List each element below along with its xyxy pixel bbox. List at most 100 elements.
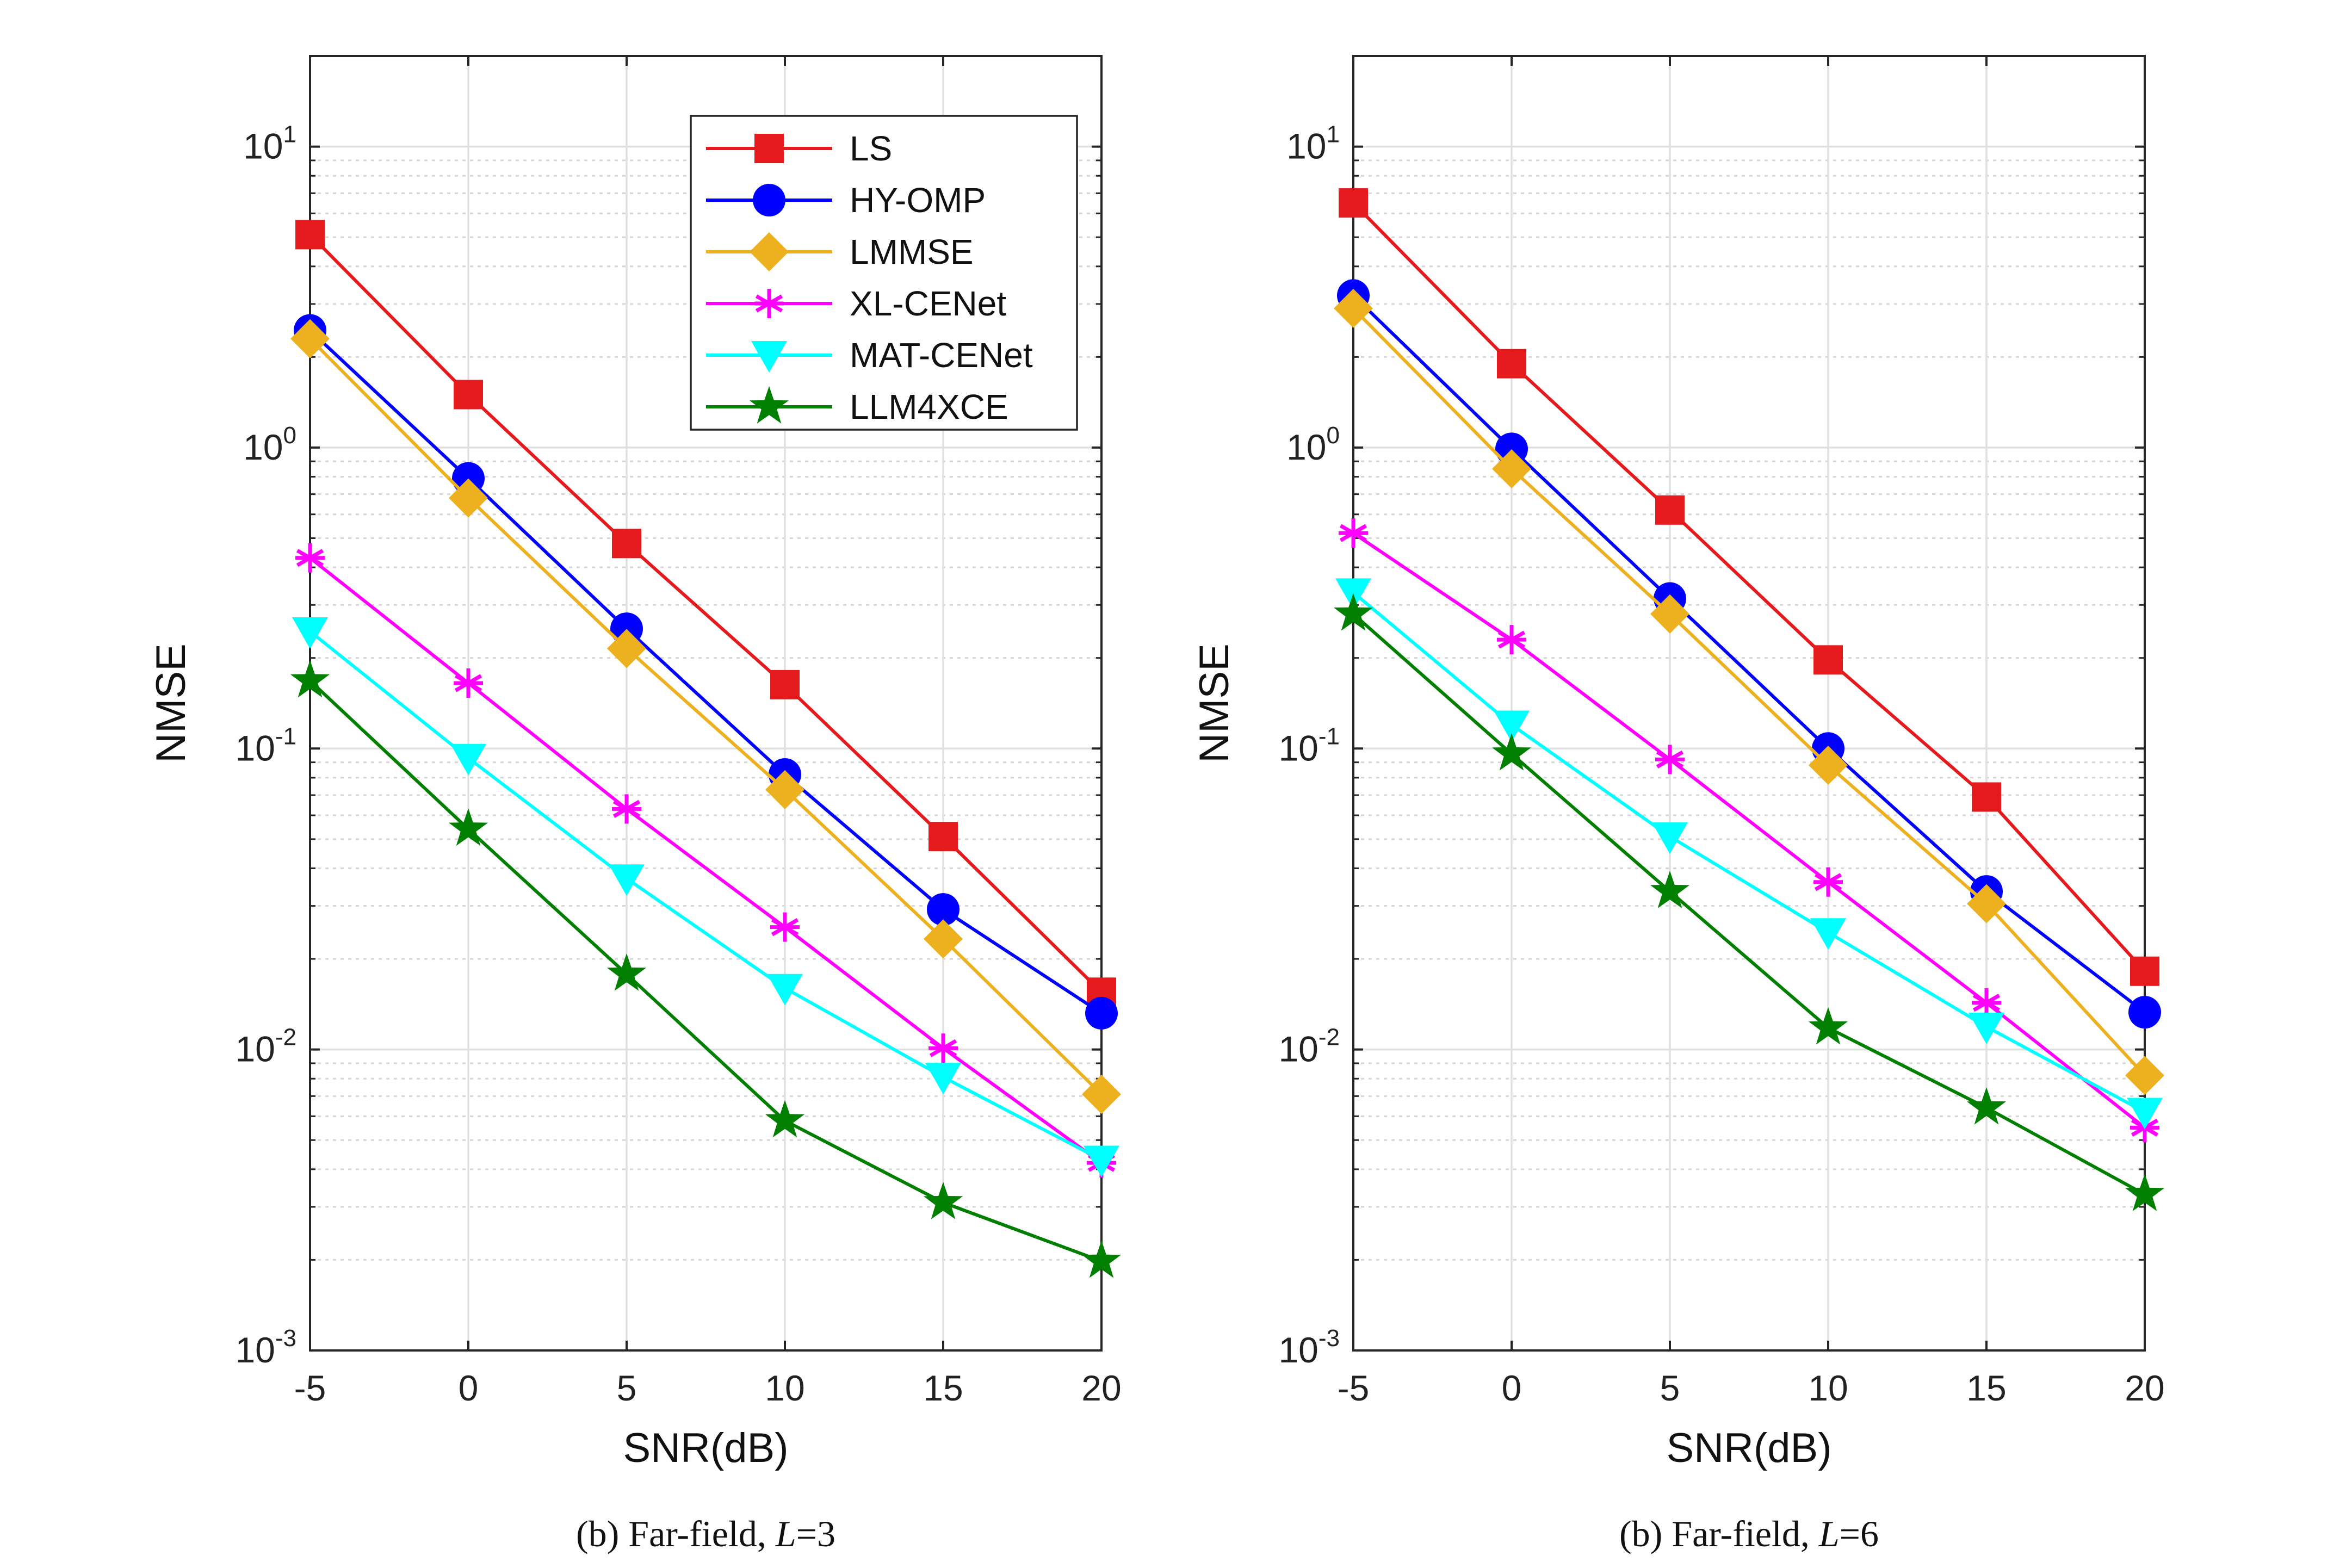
data-point [1333,593,1373,631]
series-llm4xce [290,660,1122,1278]
plot-area [1353,56,2145,1350]
data-point [2127,1098,2163,1130]
data-point [1655,495,1685,525]
x-tick-label: -5 [294,1368,326,1408]
series-mat-cenet [292,617,1119,1177]
legend-entry: XL-CENet [706,284,1006,323]
data-point [2128,996,2161,1029]
x-tick-label: 10 [1808,1368,1848,1408]
series-line [1352,531,2146,1129]
data-point [929,1033,958,1063]
series-llm4xce [1333,593,2165,1211]
legend-entry: MAT-CENet [706,336,1033,375]
legend-label: LLM4XCE [850,387,1008,426]
data-point [767,974,803,1006]
data-point [1497,625,1526,655]
legend-label: MAT-CENet [850,336,1033,375]
data-point [449,478,488,518]
series-line [308,233,1103,994]
x-axis-label: SNR(dB) [623,1425,788,1471]
legend-entry: HY-OMP [706,181,986,220]
x-tick-label: 20 [1081,1368,1121,1408]
data-point [1085,996,1118,1030]
data-point [295,543,325,573]
data-point [1813,645,1843,675]
data-point [295,220,325,250]
data-point [1497,349,1526,379]
series-line [1352,201,2146,972]
legend-entry: LS [706,129,892,168]
data-point [1084,1145,1119,1177]
axes-box [1352,55,2146,1352]
y-tick-label: 10-1 [1278,723,1340,768]
data-point [765,770,804,809]
legend-marker [751,341,787,373]
y-tick-label: 10-3 [1278,1325,1340,1370]
legend-entry: LMMSE [706,232,974,271]
data-point [1972,988,2001,1018]
x-tick-label: 15 [923,1368,963,1408]
series-line [308,679,1103,1263]
series-line [1352,294,2146,1014]
data-point [1808,1007,1848,1045]
series-line [309,630,1103,1162]
data-point [448,808,488,846]
series-line [309,556,1103,1164]
y-tick-label: 10-2 [1278,1024,1340,1069]
x-tick-label: 5 [1660,1368,1680,1408]
data-point [290,319,330,358]
data-point [1650,871,1690,908]
x-tick-label: -5 [1338,1368,1370,1408]
x-axis-label: SNR(dB) [1666,1425,1831,1471]
series-ls [295,220,1116,1007]
legend-marker [754,134,784,163]
series-line [1352,591,2146,1114]
data-point [924,919,963,959]
data-point [1495,432,1528,466]
data-point [1650,594,1689,634]
series-ls [1339,188,2159,986]
data-point [609,864,645,896]
legend-label: HY-OMP [850,181,986,220]
chart-right: -5 0 5 10 15 20 10-3 10-2 10-1 100 101 SNR(dB) NMSE (… [1191,55,2165,1554]
legend-marker [754,289,784,318]
data-point [450,743,486,776]
data-point [610,612,643,646]
data-point [292,617,328,649]
data-point [925,1063,961,1095]
x-tick-label: 0 [459,1368,479,1408]
data-point [2125,1174,2165,1211]
series-lmmse [1334,289,2164,1095]
y-axis: 10-3 10-2 10-1 100 101 [235,55,1101,1370]
series-lmmse [290,319,1121,1114]
y-tick-label: 10-2 [235,1024,296,1069]
data-point [1082,1074,1121,1114]
legend-marker [753,184,785,216]
y-tick-label: 10-3 [235,1325,296,1370]
axes-box [309,55,1103,1352]
legend-label: LMMSE [850,232,974,271]
x-tick-label: 15 [1966,1368,2006,1408]
x-tick-label: 20 [2125,1368,2164,1408]
chart-caption: (b) Far-field, L=6 [1619,1513,1879,1554]
data-point [1966,1087,2007,1125]
data-point [765,1100,805,1138]
x-tick-label: 5 [617,1368,637,1408]
series-xl-cenet [1339,518,2159,1143]
y-axis-label: NMSE [1191,643,1237,763]
legend-label: XL-CENet [850,284,1006,323]
series-line [1352,612,2146,1196]
x-tick-label: 10 [765,1368,804,1408]
x-axis: -5 0 5 10 15 20 [1338,56,2165,1408]
y-tick-label: 101 [1286,121,1340,166]
y-tick-label: 100 [243,422,296,467]
data-point [1339,188,1368,218]
series-line [308,329,1103,1015]
chart-left: -5 0 5 10 15 20 10-3 10-2 10-1 100 101 SNR(dB) NMSE L… [148,55,1122,1554]
data-point [927,893,960,926]
data-point [2130,956,2159,986]
legend-label: LS [850,129,892,168]
data-point [1809,746,1848,785]
data-point [1334,289,1373,329]
